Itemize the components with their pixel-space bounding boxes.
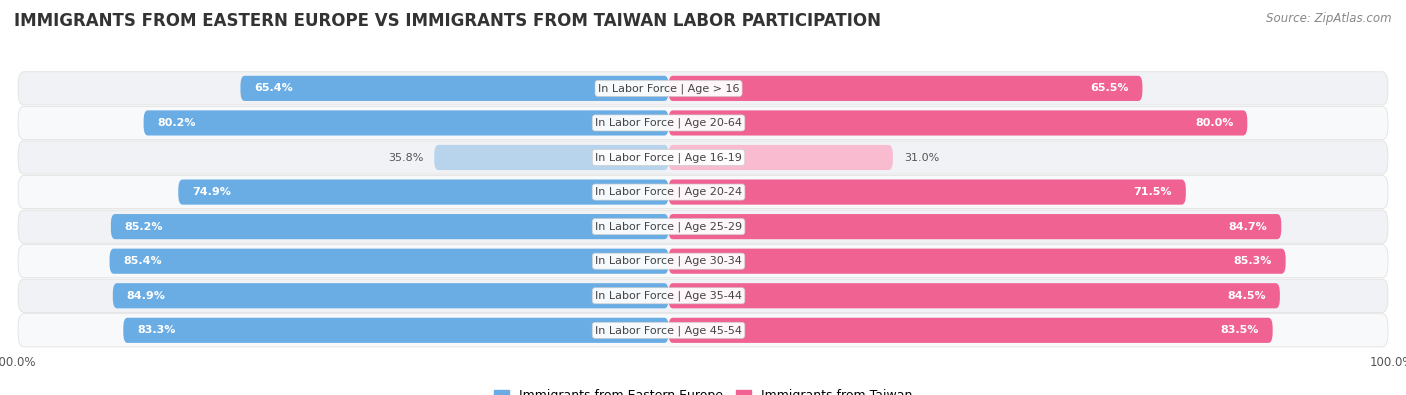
Text: 85.4%: 85.4%	[124, 256, 162, 266]
Text: In Labor Force | Age > 16: In Labor Force | Age > 16	[598, 83, 740, 94]
Text: 85.2%: 85.2%	[125, 222, 163, 231]
Text: 85.3%: 85.3%	[1233, 256, 1272, 266]
FancyBboxPatch shape	[668, 145, 893, 170]
FancyBboxPatch shape	[668, 248, 1285, 274]
Text: In Labor Force | Age 25-29: In Labor Force | Age 25-29	[595, 221, 742, 232]
FancyBboxPatch shape	[434, 145, 669, 170]
Text: In Labor Force | Age 16-19: In Labor Force | Age 16-19	[595, 152, 742, 163]
Text: IMMIGRANTS FROM EASTERN EUROPE VS IMMIGRANTS FROM TAIWAN LABOR PARTICIPATION: IMMIGRANTS FROM EASTERN EUROPE VS IMMIGR…	[14, 12, 882, 30]
FancyBboxPatch shape	[18, 314, 1388, 347]
FancyBboxPatch shape	[18, 210, 1388, 243]
Text: 65.5%: 65.5%	[1090, 83, 1129, 93]
FancyBboxPatch shape	[124, 318, 669, 343]
Text: In Labor Force | Age 20-64: In Labor Force | Age 20-64	[595, 118, 742, 128]
FancyBboxPatch shape	[668, 110, 1247, 135]
Text: 35.8%: 35.8%	[388, 152, 423, 162]
Text: Source: ZipAtlas.com: Source: ZipAtlas.com	[1267, 12, 1392, 25]
FancyBboxPatch shape	[18, 106, 1388, 139]
Text: 83.5%: 83.5%	[1220, 325, 1258, 335]
Text: 71.5%: 71.5%	[1133, 187, 1173, 197]
FancyBboxPatch shape	[112, 283, 669, 308]
FancyBboxPatch shape	[668, 283, 1279, 308]
Legend: Immigrants from Eastern Europe, Immigrants from Taiwan: Immigrants from Eastern Europe, Immigran…	[494, 389, 912, 395]
Text: In Labor Force | Age 35-44: In Labor Force | Age 35-44	[595, 290, 742, 301]
FancyBboxPatch shape	[18, 72, 1388, 105]
FancyBboxPatch shape	[18, 279, 1388, 312]
Text: 84.9%: 84.9%	[127, 291, 166, 301]
FancyBboxPatch shape	[18, 245, 1388, 278]
FancyBboxPatch shape	[18, 141, 1388, 174]
FancyBboxPatch shape	[179, 179, 669, 205]
Text: 74.9%: 74.9%	[193, 187, 231, 197]
Text: 80.2%: 80.2%	[157, 118, 195, 128]
Text: 83.3%: 83.3%	[138, 325, 176, 335]
Text: 80.0%: 80.0%	[1195, 118, 1233, 128]
FancyBboxPatch shape	[18, 175, 1388, 209]
FancyBboxPatch shape	[143, 110, 669, 135]
Text: 31.0%: 31.0%	[904, 152, 939, 162]
FancyBboxPatch shape	[668, 318, 1272, 343]
FancyBboxPatch shape	[110, 248, 669, 274]
Text: In Labor Force | Age 30-34: In Labor Force | Age 30-34	[595, 256, 742, 267]
Text: 65.4%: 65.4%	[254, 83, 292, 93]
Text: In Labor Force | Age 20-24: In Labor Force | Age 20-24	[595, 187, 742, 198]
FancyBboxPatch shape	[668, 214, 1281, 239]
Text: 84.7%: 84.7%	[1229, 222, 1267, 231]
Text: 84.5%: 84.5%	[1227, 291, 1265, 301]
FancyBboxPatch shape	[111, 214, 669, 239]
FancyBboxPatch shape	[668, 76, 1143, 101]
FancyBboxPatch shape	[240, 76, 669, 101]
Text: In Labor Force | Age 45-54: In Labor Force | Age 45-54	[595, 325, 742, 336]
FancyBboxPatch shape	[668, 179, 1185, 205]
